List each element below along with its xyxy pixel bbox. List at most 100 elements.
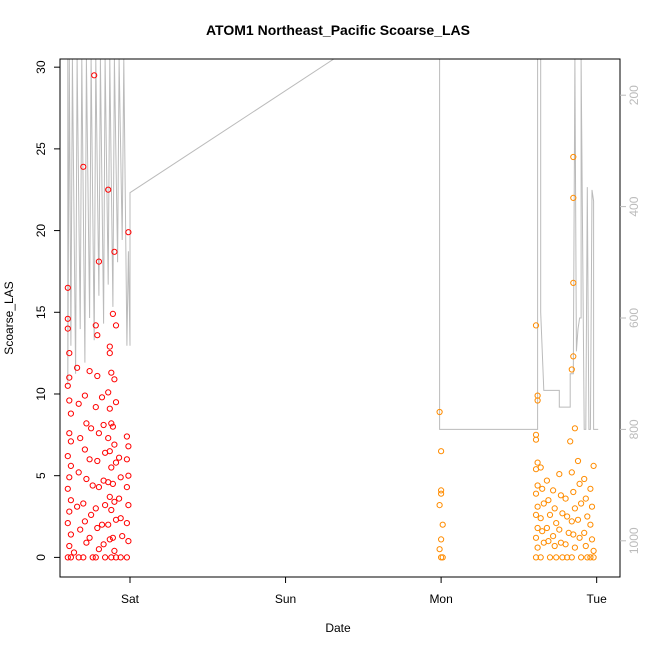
data-point [94,372,101,380]
data-point [102,554,109,561]
y-right-tick-label: 800 [627,419,641,439]
data-point [570,194,577,201]
data-point [436,408,443,416]
data-point [106,350,113,357]
data-point [439,521,446,528]
data-point [92,322,99,329]
data-point [568,469,575,476]
data-point [534,544,541,551]
data-point [67,438,75,445]
data-point [98,521,106,528]
data-point [553,554,560,561]
data-point [75,469,82,476]
data-point [108,420,115,427]
data-point [438,536,445,543]
data-point [439,554,446,561]
data-point [116,454,123,461]
data-point [67,531,75,538]
data-point [117,515,124,522]
data-point [100,421,107,429]
plot-frame [59,58,621,578]
data-point [64,453,71,460]
x-tick-label: Mon [429,592,452,606]
data-point [111,376,118,383]
data-point [111,248,118,255]
data-point [64,382,71,389]
data-point [119,533,126,540]
data-point [80,163,87,170]
data-point [125,502,132,509]
data-point [80,500,87,507]
data-point [67,554,75,561]
data-point [64,485,71,492]
data-point [83,539,90,546]
data-point [111,441,118,448]
data-point [587,521,594,528]
data-point [80,554,87,561]
data-point [534,524,541,532]
data-point [117,554,124,561]
data-point [588,536,596,543]
y-right-tick-label: 200 [627,85,641,105]
data-point [551,542,558,550]
data-point [111,547,118,555]
data-point [551,505,558,512]
y-tick-label: 0 [34,554,48,561]
data-point [436,502,443,509]
data-point [66,508,73,515]
data-point [92,554,99,561]
y-tick-label: 30 [34,60,48,74]
data-point [66,430,73,437]
data-point [587,485,594,492]
data-point [88,425,95,432]
data-point [570,531,577,538]
data-point [574,457,582,465]
data-point [67,462,75,469]
data-point [543,477,551,484]
data-point [570,279,577,286]
data-point [91,72,98,79]
data-point [532,490,540,497]
y-tick-label: 20 [34,224,48,238]
data-point [590,462,597,469]
data-point [568,366,575,373]
data-point [66,374,73,381]
data-point [64,284,71,291]
data-point [534,482,541,489]
data-point [92,404,99,411]
data-point [539,528,546,535]
data-point [102,502,109,509]
data-point [539,485,546,492]
data-point [108,464,115,471]
x-tick-label: Tue [587,592,608,606]
data-point [106,343,113,350]
data-point [570,488,577,496]
data-point [95,258,103,265]
axes-layer: Sat Sun Mon Tue 0 5 10 15 20 25 30 200 400 600 800 1000 [34,58,641,606]
data-point [532,534,540,541]
profile-line-layer [67,58,599,430]
data-point [116,495,123,502]
data-point [105,389,112,396]
data-point [105,186,112,193]
data-point [438,448,445,455]
data-point [556,526,563,533]
data-point [125,229,132,236]
data-point [125,472,132,479]
data-point [436,546,443,553]
data-point [582,542,589,550]
data-point [106,536,113,543]
data-point [106,448,113,455]
data-point [123,554,131,561]
data-point [537,464,544,471]
data-point [109,310,117,317]
data-point [123,484,131,491]
data-point [568,518,575,525]
y-right-tick-label: 600 [627,308,641,328]
data-point [112,554,120,561]
x-tick-label: Sat [121,592,140,606]
data-point [81,392,89,399]
data-point [83,475,90,483]
data-point [534,459,541,466]
data-point [86,534,93,541]
